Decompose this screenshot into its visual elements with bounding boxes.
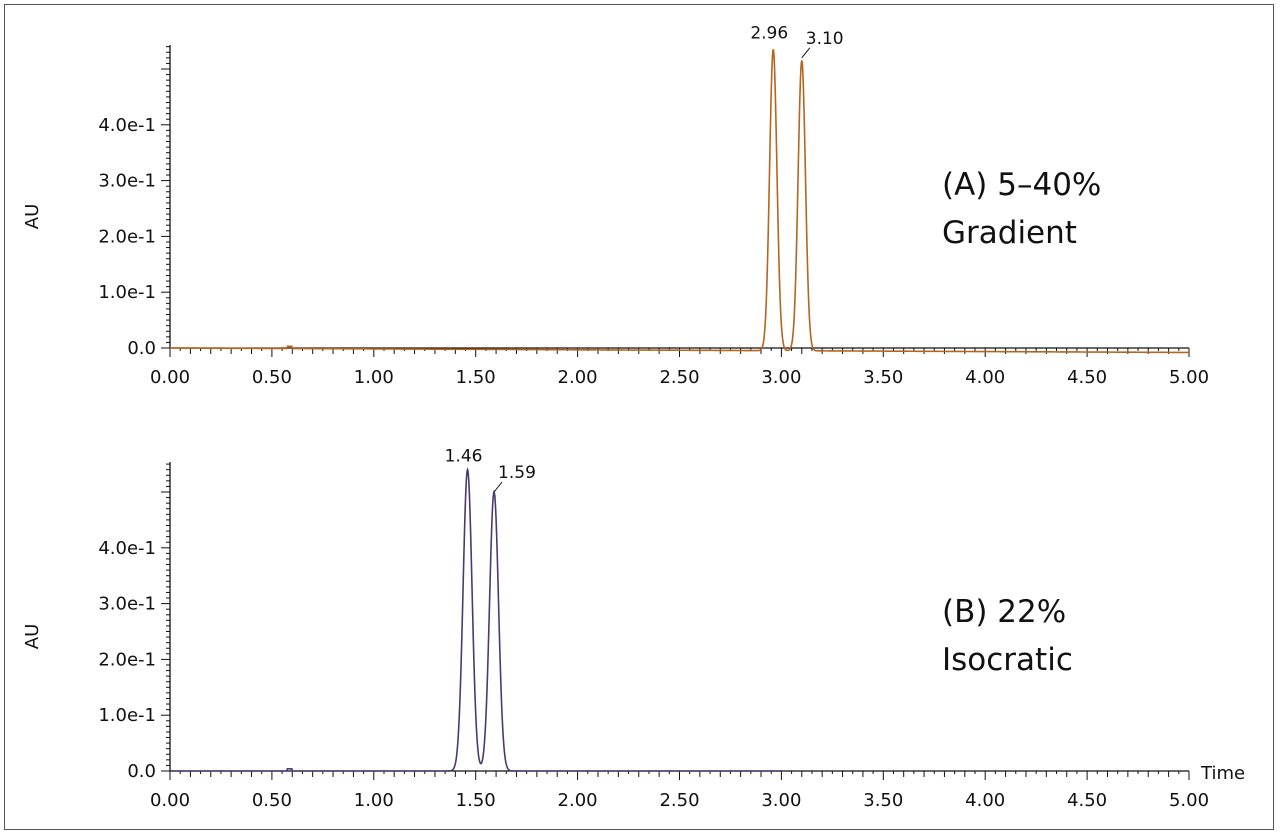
x-tick-label: 2.50 (659, 367, 699, 388)
x-tick-label: 2.50 (659, 790, 699, 811)
x-tick-label: 4.00 (965, 790, 1005, 811)
x-tick-label: 3.00 (761, 367, 801, 388)
x-tick-label: 3.50 (863, 790, 903, 811)
x-tick-label: 5.00 (1169, 790, 1209, 811)
x-tick-label: 1.50 (456, 367, 496, 388)
x-tick-label: 3.00 (761, 790, 801, 811)
x-tick-label: 0.50 (252, 367, 292, 388)
y-axis-title: AU (22, 624, 43, 650)
y-tick-label: 2.0e-1 (98, 226, 156, 247)
peak-label: 2.96 (750, 24, 788, 44)
y-tick-label: 3.0e-1 (98, 171, 156, 192)
x-tick-label: 0.00 (150, 790, 190, 811)
x-axis-title: Time (1200, 763, 1245, 784)
x-tick-label: 1.00 (354, 790, 394, 811)
y-tick-label: 1.0e-1 (98, 282, 156, 303)
x-tick-label: 4.50 (1067, 367, 1107, 388)
y-tick-label: 3.0e-1 (98, 594, 156, 615)
panel-label: (B) 22% (942, 594, 1066, 630)
panel-label: (A) 5–40% (942, 167, 1101, 203)
panel-a: 0.0 1.0e-1 2.0e-1 3.0e-1 4.0e-1 0.00 0.50 1.00 1… (22, 24, 1209, 388)
series-trace (170, 49, 1189, 354)
peak-label: 1.46 (445, 447, 483, 467)
y-axis-title: AU (22, 204, 43, 230)
y-tick-label: 0.0 (127, 338, 156, 359)
peak-label-leader (801, 47, 811, 59)
x-tick-label: 1.00 (354, 367, 394, 388)
y-tick-label: 0.0 (127, 761, 156, 782)
figure-frame (4, 4, 1274, 830)
x-tick-label: 1.50 (456, 790, 496, 811)
y-tick-label: 1.0e-1 (98, 705, 156, 726)
panel-b: 0.0 1.0e-1 2.0e-1 3.0e-1 4.0e-1 0.00 0.50 1.00 1… (22, 447, 1245, 811)
series-trace (170, 467, 782, 772)
x-tick-label: 0.00 (150, 367, 190, 388)
x-tick-label: 3.50 (863, 367, 903, 388)
x-tick-label: 4.50 (1067, 790, 1107, 811)
x-tick-label: 2.00 (558, 367, 598, 388)
peak-label-leader (493, 481, 503, 493)
x-tick-label: 5.00 (1169, 367, 1209, 388)
panel-sublabel: Isocratic (942, 642, 1073, 678)
x-tick-label: 4.00 (965, 367, 1005, 388)
x-tick-label: 0.50 (252, 790, 292, 811)
peak-label: 3.10 (806, 29, 844, 49)
y-tick-label: 4.0e-1 (98, 538, 156, 559)
y-tick-label: 4.0e-1 (98, 115, 156, 136)
peak-label: 1.59 (498, 463, 536, 483)
x-tick-label: 2.00 (558, 790, 598, 811)
y-tick-label: 2.0e-1 (98, 649, 156, 670)
panel-sublabel: Gradient (942, 215, 1077, 251)
